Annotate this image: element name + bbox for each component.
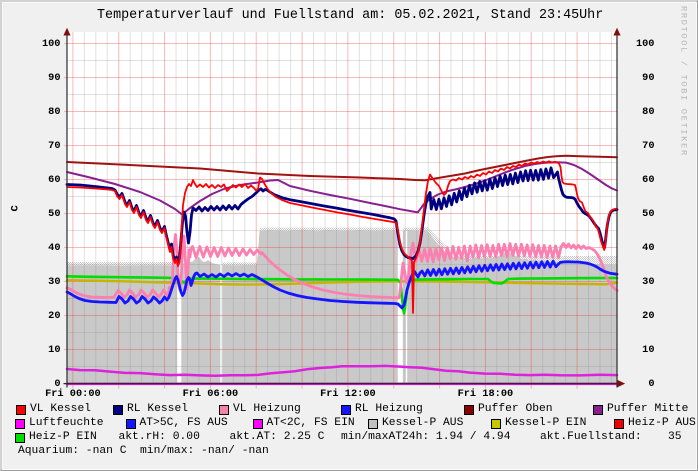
- svg-text:RRDTOOL / TOBI OETIKER: RRDTOOL / TOBI OETIKER: [679, 6, 689, 157]
- svg-text:C: C: [10, 205, 22, 212]
